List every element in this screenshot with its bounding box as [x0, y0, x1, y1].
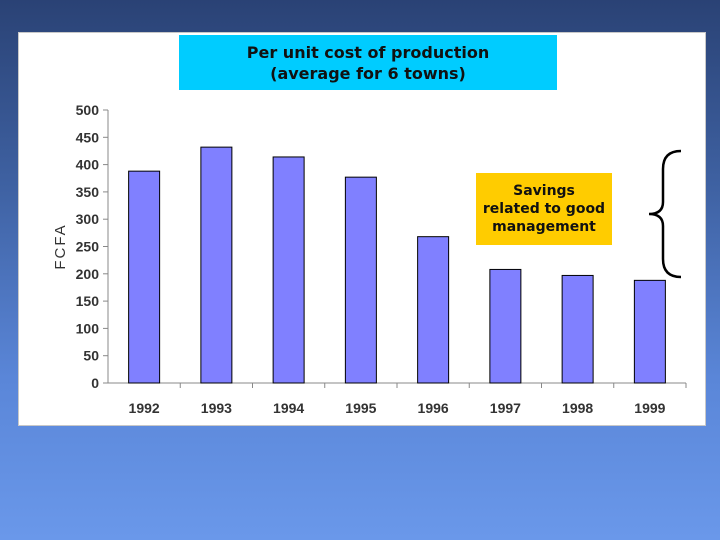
bar-1994	[272, 156, 305, 384]
x-tick-label-1992: 1992	[129, 400, 160, 416]
annotation-line-3: management	[492, 219, 596, 235]
y-tick-label: 450	[76, 129, 100, 145]
y-tick-label: 150	[76, 293, 100, 309]
savings-annotation-box: Savings related to good management	[476, 173, 612, 245]
x-tick-label-1998: 1998	[562, 400, 593, 416]
y-tick-label: 400	[76, 157, 100, 173]
x-tick-label-1994: 1994	[273, 400, 304, 416]
annotation-line-2: related to good	[482, 201, 606, 217]
y-tick-label: 200	[76, 266, 100, 282]
bar-1997	[489, 268, 522, 384]
annotation-line-1: Savings	[513, 183, 575, 199]
x-tick-label-1995: 1995	[345, 400, 376, 416]
y-tick-label: 350	[76, 184, 100, 200]
chart-panel: 0 50 100 150 200 250 300 350 400 450 500 FCFA 1992 19…	[18, 32, 706, 426]
bar-1998	[561, 274, 594, 384]
y-tick-label: 300	[76, 211, 100, 227]
x-tick-label-1997: 1997	[490, 400, 521, 416]
y-tick-label: 500	[76, 102, 100, 118]
bar-1999	[633, 279, 666, 384]
savings-brace-icon	[648, 149, 682, 279]
chart-title-box: Per unit cost of production (average for…	[179, 35, 557, 90]
x-tick-label-1999: 1999	[634, 400, 665, 416]
y-axis-label: FCFA	[52, 223, 69, 269]
bar-1993	[200, 146, 233, 384]
chart-title-line-2: (average for 6 towns)	[270, 63, 466, 83]
bar-chart: 0 50 100 150 200 250 300 350 400 450 500 FCFA 1992 19…	[52, 102, 687, 416]
bar-1996	[417, 236, 450, 384]
chart-title-line-1: Per unit cost of production	[246, 42, 490, 62]
y-tick-label: 50	[83, 348, 99, 364]
x-tick-label-1996: 1996	[418, 400, 449, 416]
bar-1995	[344, 176, 377, 384]
y-tick-label: 250	[76, 239, 100, 255]
y-tick-label: 0	[91, 375, 99, 391]
y-tick-label: 100	[76, 320, 100, 336]
bar-1992	[128, 170, 161, 384]
x-tick-label-1993: 1993	[201, 400, 232, 416]
